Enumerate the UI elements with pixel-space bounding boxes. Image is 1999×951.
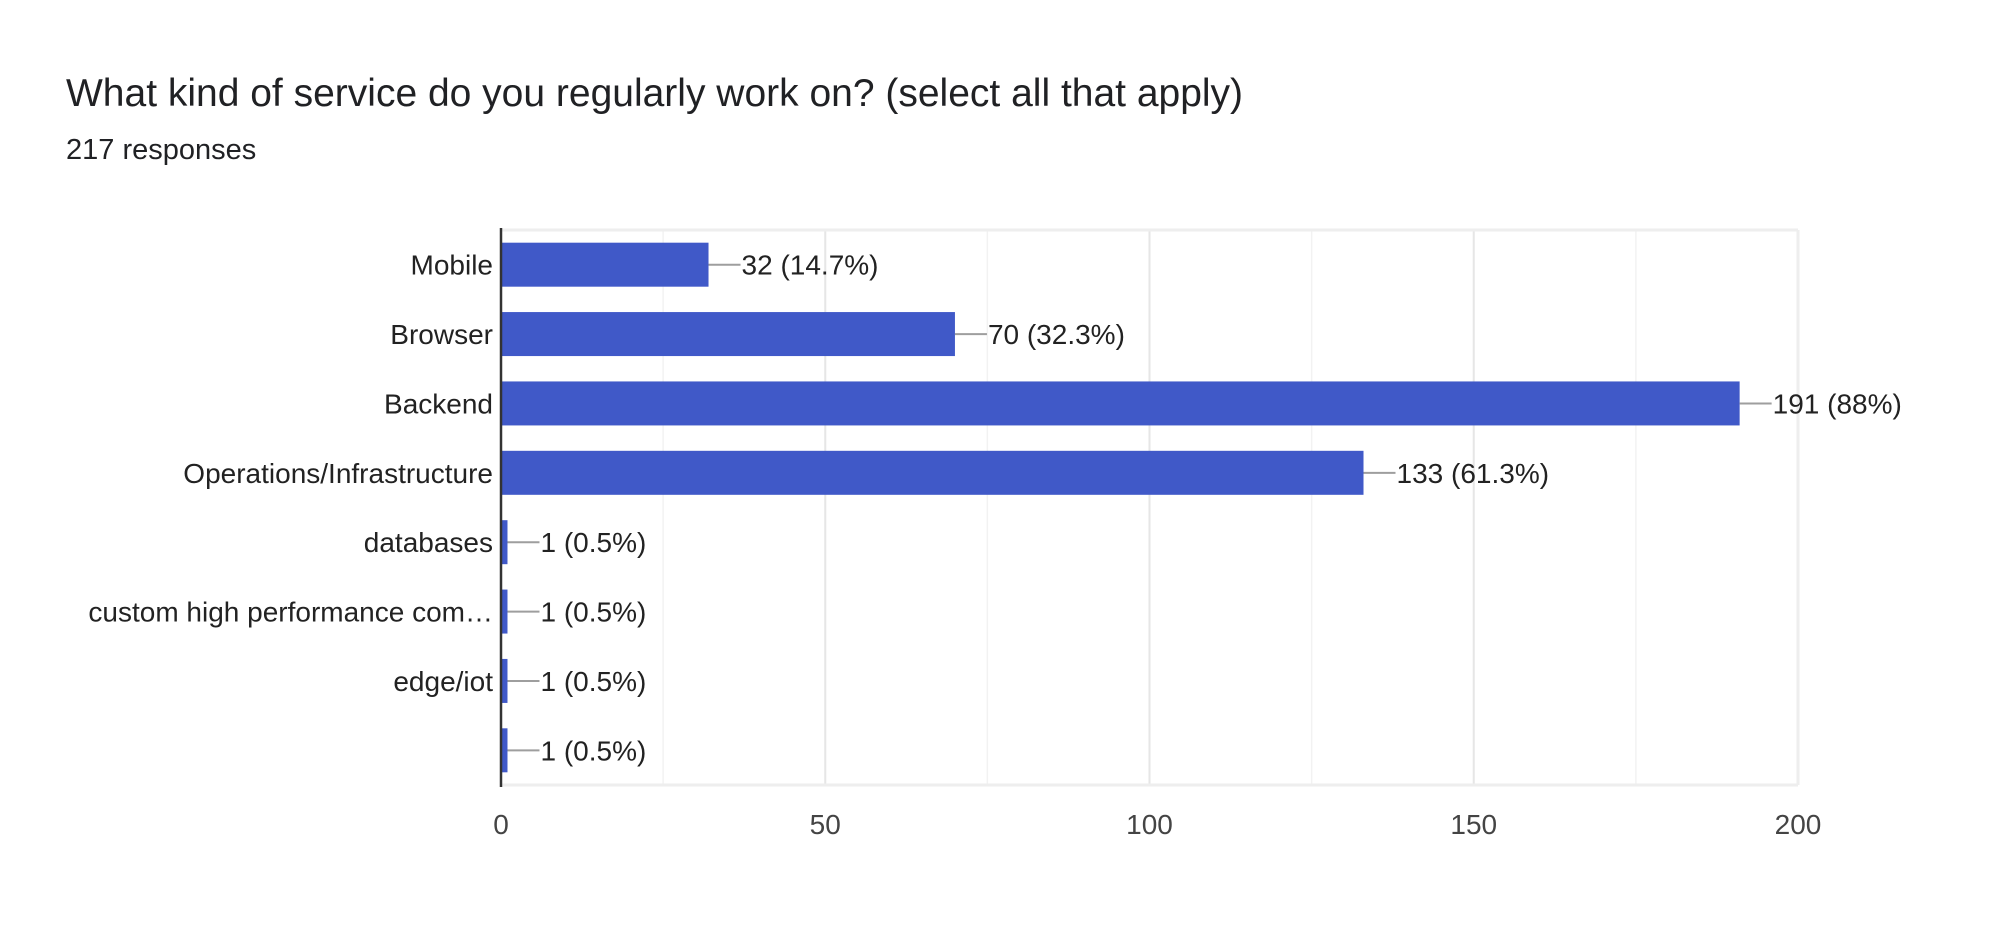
data-label: 1 (0.5%) — [540, 666, 646, 697]
category-label: databases — [364, 527, 493, 558]
x-tick-label: 100 — [1126, 809, 1173, 840]
bar — [501, 520, 508, 565]
data-label: 32 (14.7%) — [742, 250, 879, 281]
x-tick-label: 150 — [1450, 809, 1497, 840]
x-tick-label: 0 — [493, 809, 509, 840]
data-label: 70 (32.3%) — [988, 319, 1125, 350]
category-label: Mobile — [411, 250, 493, 281]
data-label: 1 (0.5%) — [540, 527, 646, 558]
bar — [501, 242, 709, 287]
category-label: Browser — [390, 319, 493, 350]
bar — [501, 450, 1364, 495]
data-label: 1 (0.5%) — [540, 735, 646, 766]
bar — [501, 658, 508, 703]
data-label: 133 (61.3%) — [1397, 458, 1550, 489]
data-label: 191 (88%) — [1773, 388, 1902, 419]
bar — [501, 589, 508, 634]
x-tick-label: 200 — [1775, 809, 1822, 840]
category-label: Operations/Infrastructure — [183, 458, 493, 489]
category-label: custom high performance com… — [88, 597, 493, 628]
category-label: Backend — [384, 388, 493, 419]
category-label: edge/iot — [393, 666, 493, 697]
bar — [501, 312, 955, 357]
bar — [501, 728, 508, 773]
bar — [501, 381, 1740, 426]
x-tick-label: 50 — [810, 809, 841, 840]
response-count: 217 responses — [66, 134, 257, 166]
data-label: 1 (0.5%) — [540, 597, 646, 628]
chart-title: What kind of service do you regularly wo… — [66, 72, 1244, 115]
